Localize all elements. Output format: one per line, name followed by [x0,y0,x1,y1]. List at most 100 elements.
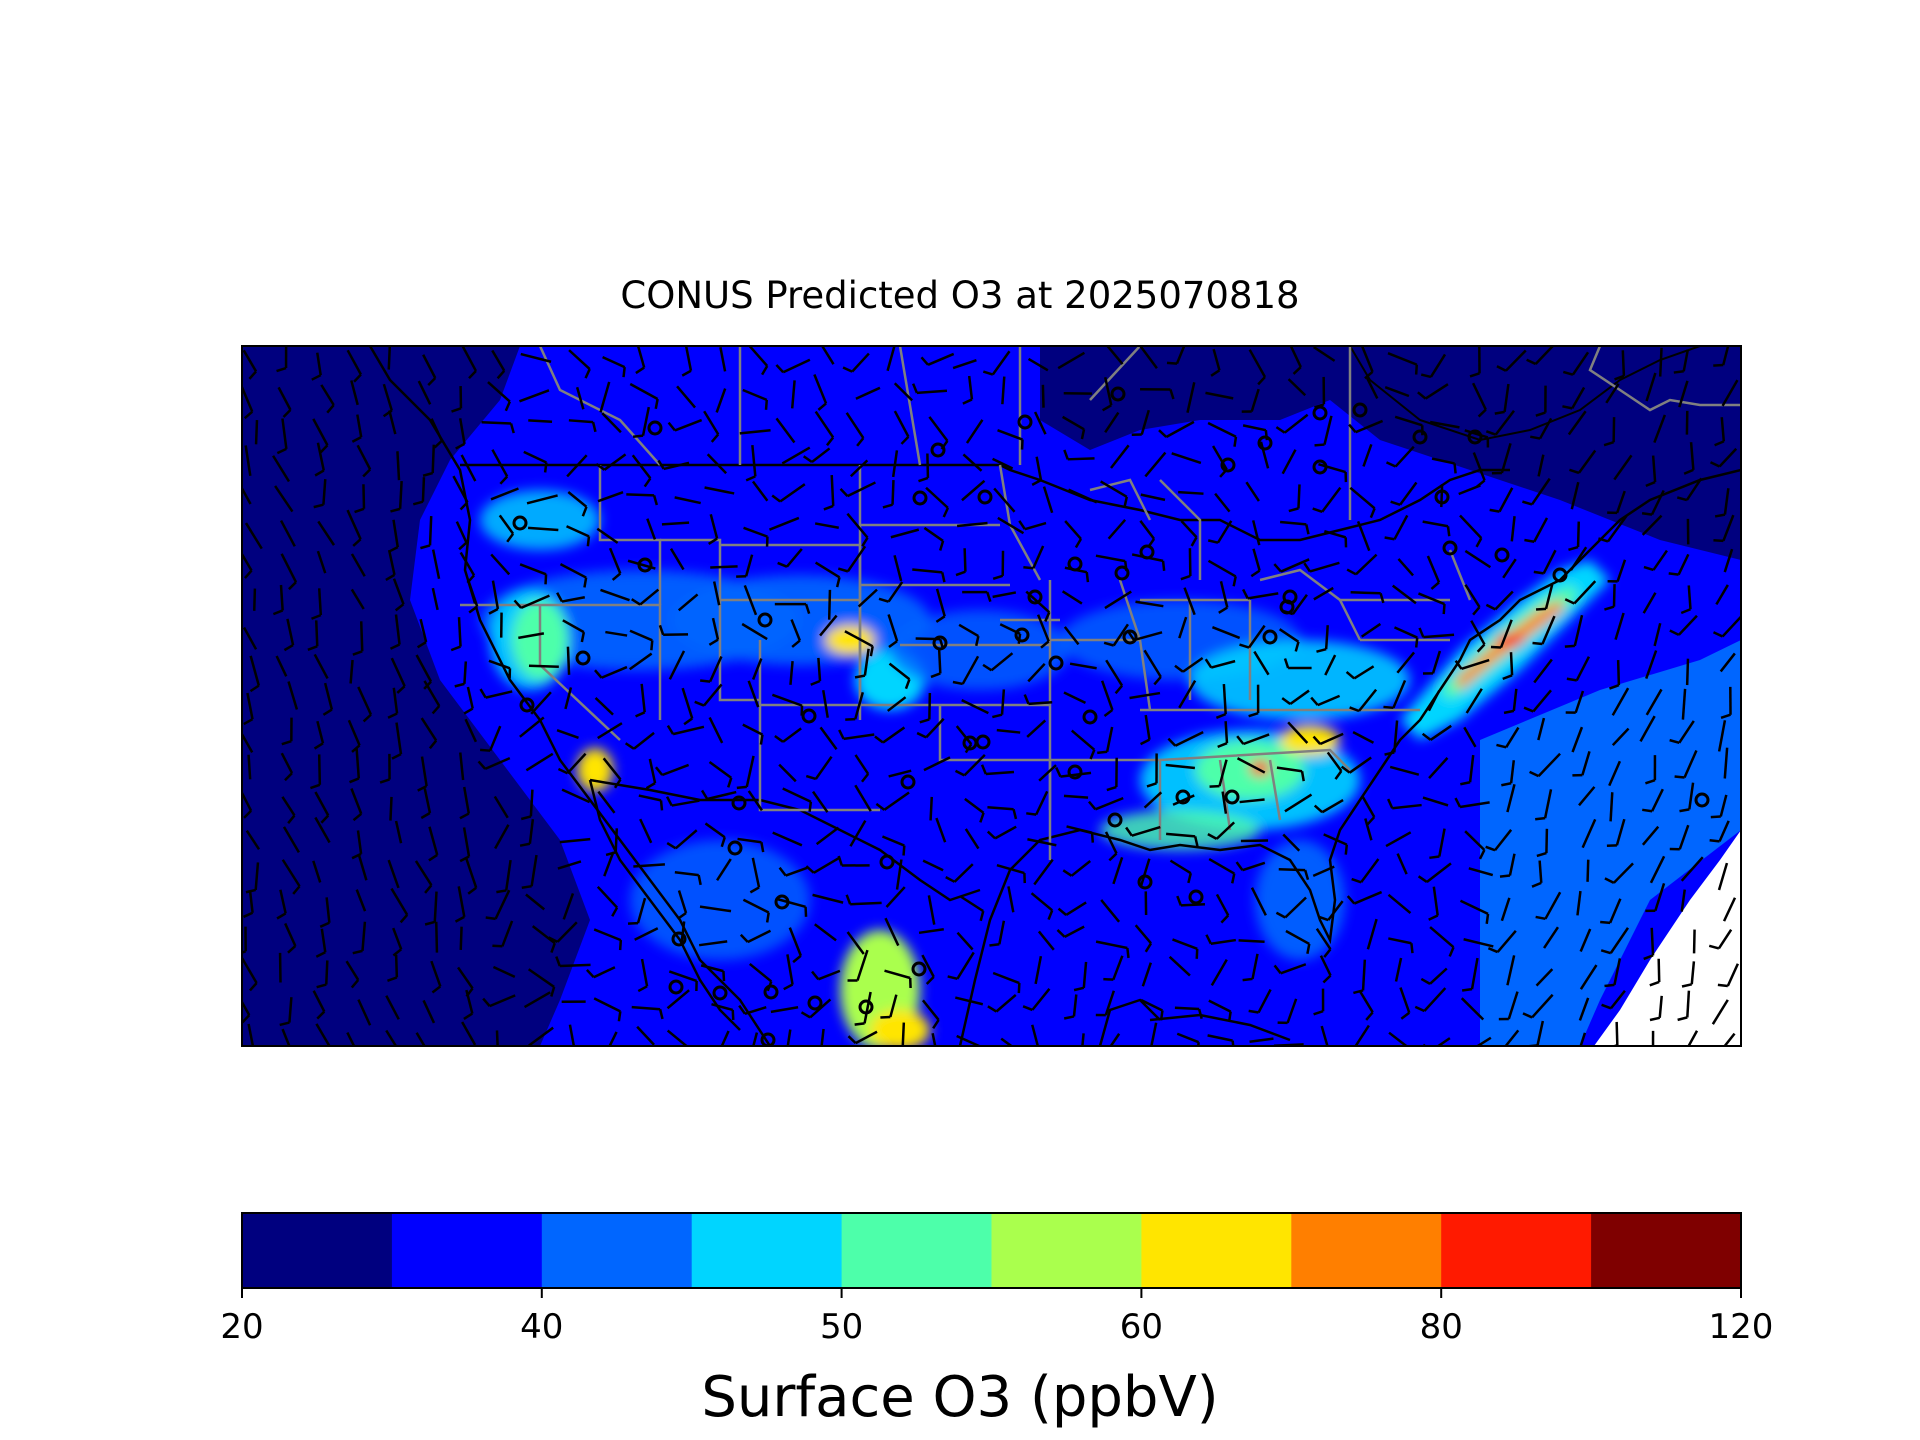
wind-barb [1216,520,1233,544]
wind-barb [242,551,253,572]
wind-barb [1573,614,1584,647]
wind-barb [668,650,686,680]
wind-barb-flag [454,682,465,688]
wind-barb [350,588,365,610]
wind-barb-flag [1489,508,1500,513]
wind-barb-flag [1717,983,1728,988]
wind-barb-flag [683,717,693,726]
wind-barb [1349,486,1376,510]
wind-barb [1033,858,1054,886]
wind-barb [955,725,973,745]
northeast-corridor [1400,560,1610,740]
wind-barb [457,886,466,918]
wind-barb [1104,831,1118,854]
wind-barb [636,1025,655,1046]
wind-barb-flag [1414,1005,1425,1013]
wind-barb [883,791,910,811]
wind-barb [925,486,949,509]
wind-barb [1459,899,1489,916]
wind-barb-flag [309,783,321,790]
wind-barb [953,863,974,883]
calm-station-marker [1262,629,1278,645]
wind-barb [708,716,724,744]
wind-barb-flag [882,503,893,509]
calm-station-marker [671,931,687,947]
wind-barb [387,346,392,370]
wind-barb [809,998,832,1019]
wind-barb [593,997,621,1013]
wind-barb [928,416,949,442]
wind-barb-flag [666,724,675,735]
wind-barb-flag [1197,1042,1200,1046]
wind-barb [1576,521,1581,548]
wind-barb [277,386,292,411]
wind-barb [529,789,534,817]
wind-barb [744,554,754,577]
wind-barb [1172,938,1198,950]
wind-barb [928,693,932,720]
wind-barb [1535,968,1554,987]
wind-barb-flag [362,468,372,478]
calm-station-marker [1467,429,1483,445]
wind-barb-flag [918,476,929,483]
wind-barb [1389,765,1420,776]
wind-barb-flag [1257,376,1266,386]
wind-barb-flag [681,369,692,377]
wind-barb [790,619,802,641]
wind-barb-flag [632,434,644,439]
wind-barb-flag [1288,507,1299,513]
wind-barb [1423,987,1447,1012]
wind-barb-flag [242,1014,251,1024]
wind-barb [1723,747,1729,779]
wind-barb [1356,520,1371,552]
wind-barb-flag [1645,779,1656,785]
wind-barb [1024,521,1047,531]
wind-barb [1041,384,1045,408]
wind-barb [1499,619,1513,648]
wind-barb [1429,724,1452,741]
wind-barb [636,346,646,368]
wind-barb [526,494,558,505]
wind-barb [387,859,400,889]
wind-barb-flag [1242,588,1249,599]
wind-barb-flag [1230,873,1236,884]
blob-gulf-coast [1100,810,1260,850]
wind-barb [1470,957,1479,990]
wind-barb-flag [412,500,424,506]
wind-barb [566,454,588,478]
wind-barb [568,1024,576,1046]
wind-barb-flag [1040,640,1050,649]
calm-station-marker [1224,789,1240,805]
wind-barb [1214,492,1231,513]
wind-barb [711,617,720,640]
wind-barb-flag [808,801,813,812]
wind-barb [1033,411,1047,435]
wind-barb [481,421,512,425]
wind-barb [1614,612,1625,640]
wind-barb [287,681,299,710]
wind-barb-flag [1485,603,1496,611]
wind-barb-flag [1294,641,1300,652]
wind-barb [1429,420,1460,429]
wind-barb-flag [387,976,398,982]
wind-barb-flag [1485,430,1497,436]
wind-barb-flag [1643,565,1654,572]
wind-barb-flag [390,507,401,513]
wind-barb [1027,357,1049,372]
wind-barb [720,1030,730,1046]
wind-barb-flag [920,356,929,366]
calm-station-marker [1110,386,1126,402]
map-title: CONUS Predicted O3 at 2025070818 [620,274,1300,317]
wind-barb [629,382,659,401]
wind-barb-flag [1414,364,1419,375]
calm-station-marker [962,735,978,751]
wind-barb [1393,514,1409,540]
wind-barb [789,661,794,685]
wind-barb-flag [463,707,474,715]
wind-barb [1460,997,1485,1021]
wind-barb [1612,862,1634,884]
wind-barb [421,477,426,502]
wind-barb-flag [1649,1016,1661,1022]
wind-barb-flag [987,1005,998,1013]
wind-barb [711,1002,734,1012]
